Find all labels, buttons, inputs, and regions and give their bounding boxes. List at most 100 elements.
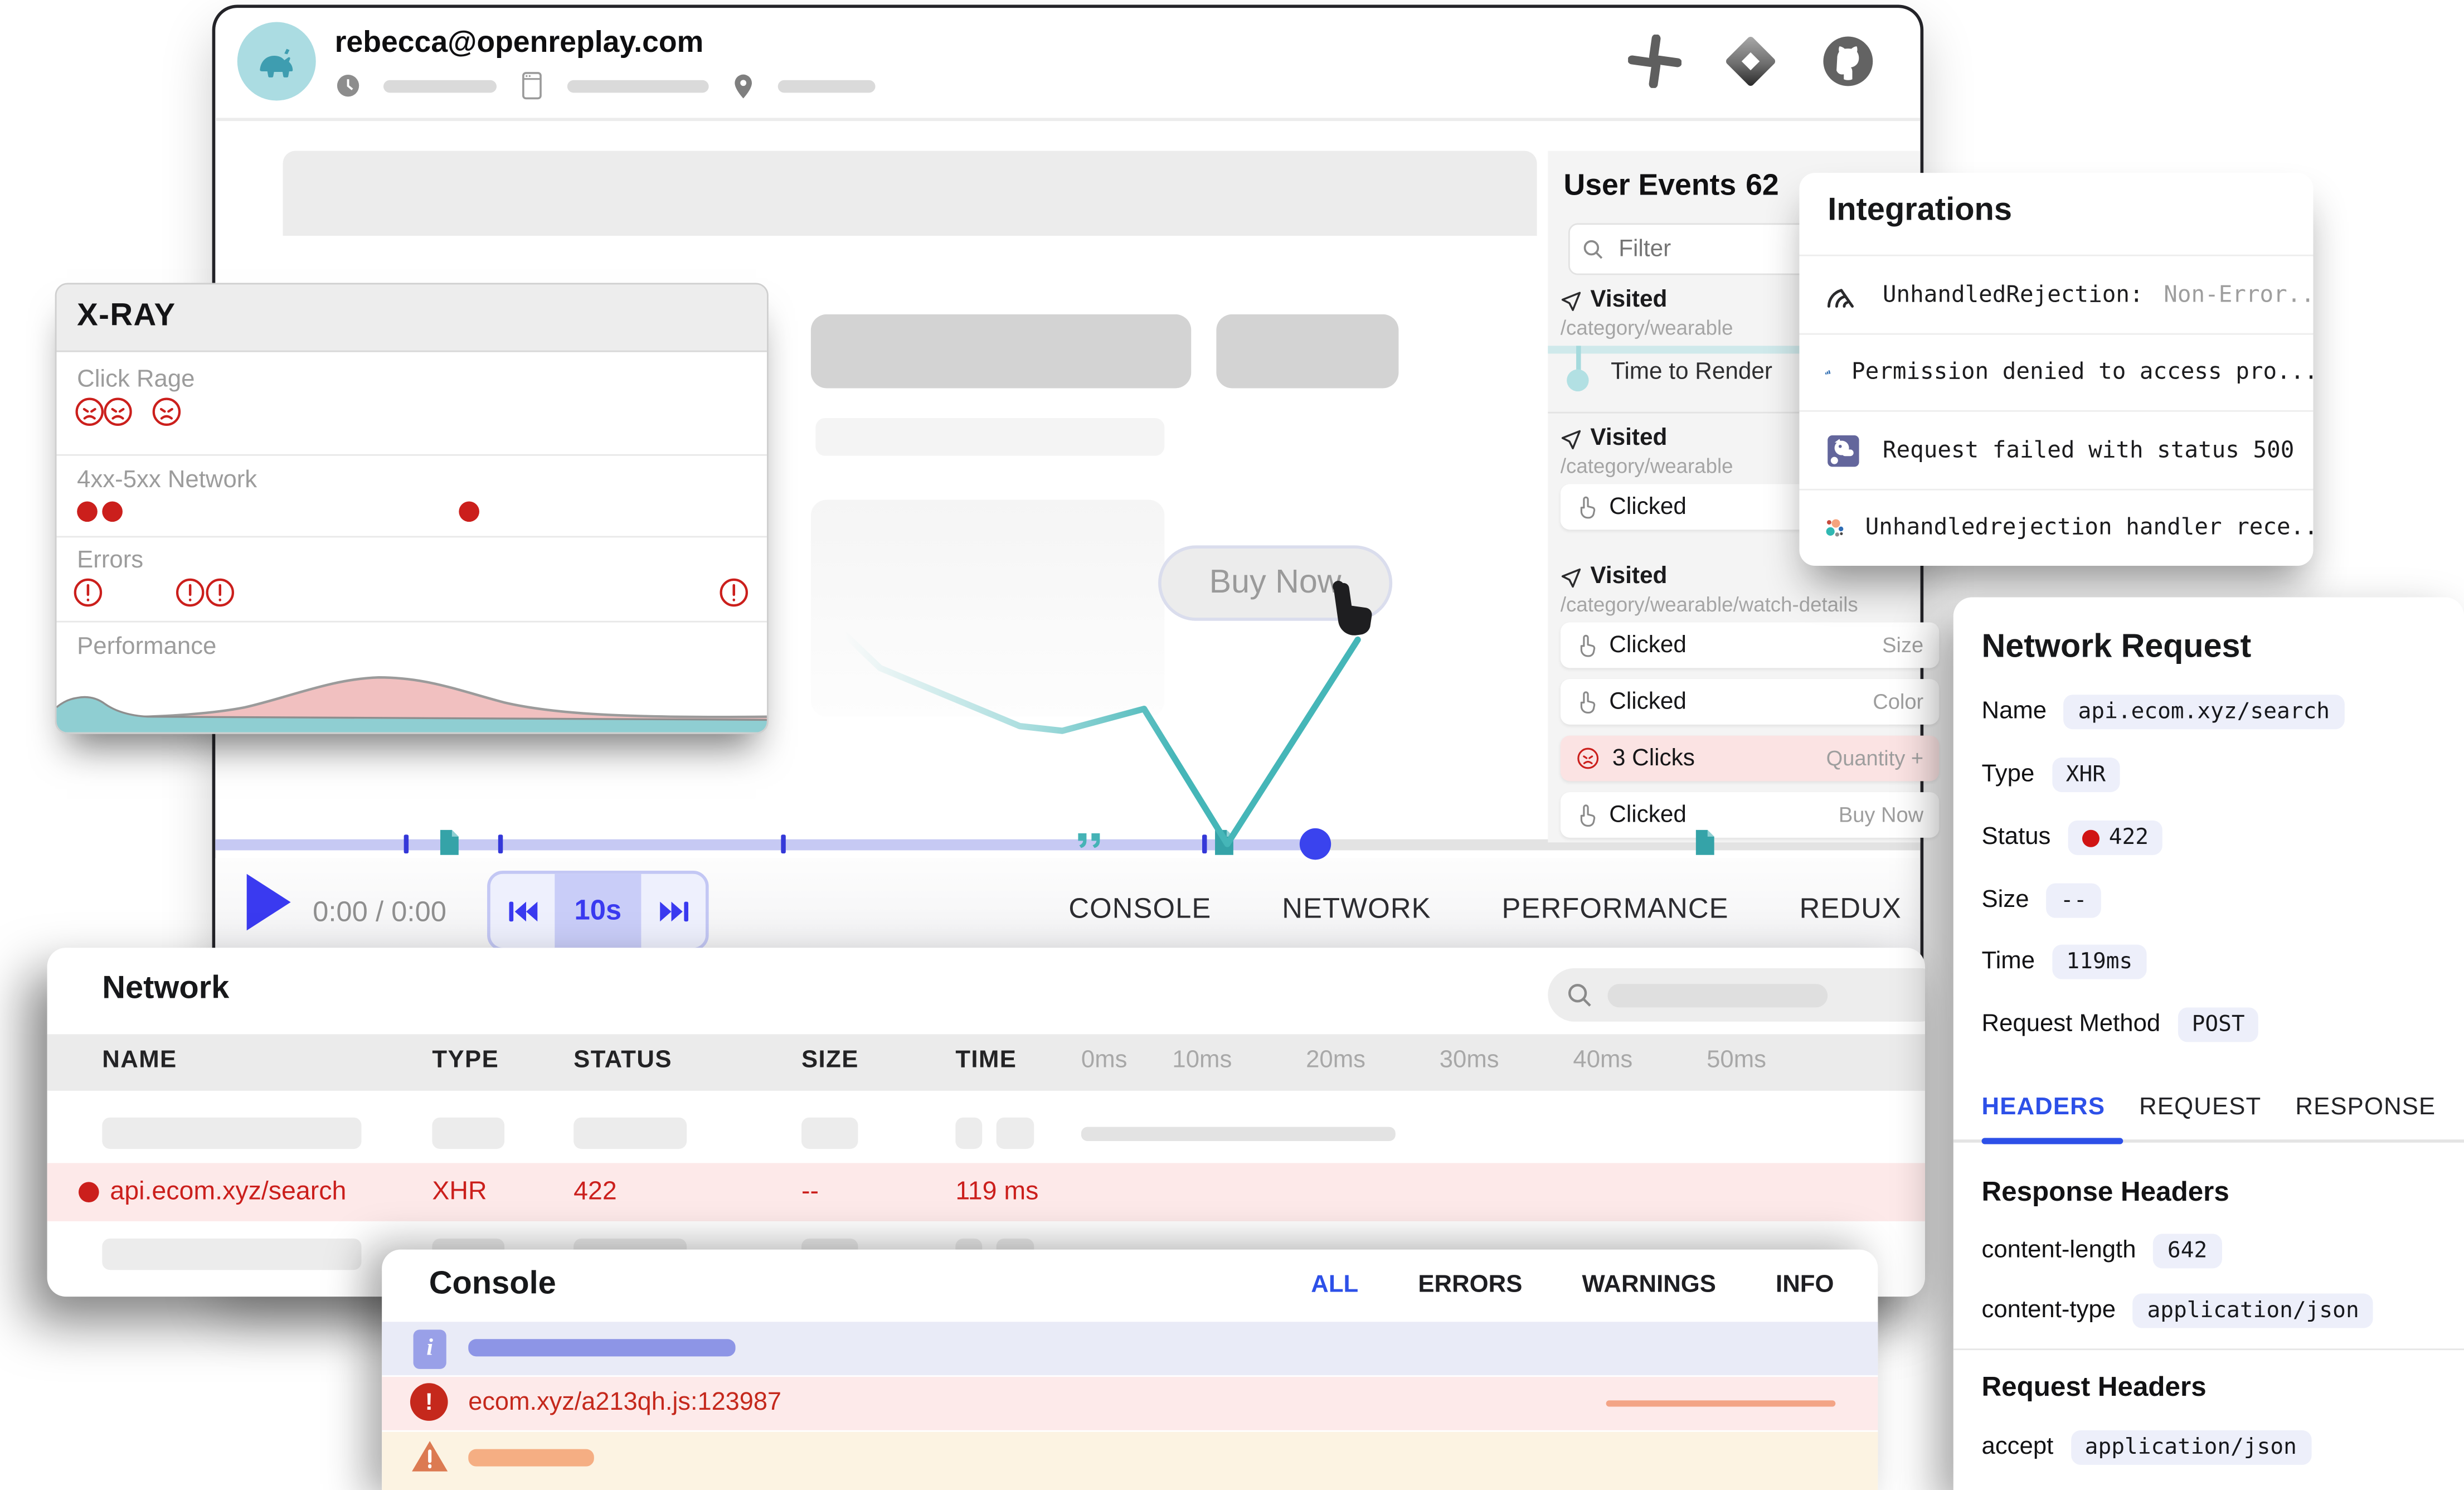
integration-row-sentry[interactable]: UnhandledRejection: Non-Error... bbox=[1799, 254, 2314, 333]
network-error-dot[interactable] bbox=[459, 501, 479, 522]
field-status: Status 422 bbox=[1982, 820, 2163, 855]
location-pin-icon bbox=[735, 74, 752, 98]
timeline-event-tick[interactable] bbox=[498, 834, 503, 854]
divider bbox=[56, 620, 767, 623]
error-icon[interactable] bbox=[718, 577, 750, 608]
tab-request[interactable]: REQUEST bbox=[2139, 1094, 2262, 1121]
timeline-document-marker[interactable] bbox=[439, 828, 460, 857]
request-headers-title: Request Headers bbox=[1981, 1370, 2207, 1402]
skip-back-button[interactable] bbox=[490, 874, 555, 948]
network-error-dot[interactable] bbox=[77, 501, 98, 522]
network-request-title: Network Request bbox=[1981, 628, 2252, 665]
skip-forward-button[interactable] bbox=[641, 874, 706, 948]
hand-click-icon bbox=[1580, 634, 1596, 657]
angry-face-icon bbox=[1577, 748, 1599, 769]
hand-click-icon bbox=[1580, 690, 1596, 713]
skeleton-bar bbox=[468, 1339, 736, 1357]
error-badge-icon: ! bbox=[410, 1383, 448, 1421]
elasticsearch-icon bbox=[1826, 519, 1844, 537]
divider bbox=[56, 536, 767, 538]
timeline-event-tick[interactable] bbox=[404, 834, 409, 854]
network-row-error[interactable]: api.ecom.xyz/search XHR 422 -- 119 ms bbox=[47, 1163, 1926, 1221]
play-button[interactable] bbox=[246, 873, 291, 931]
event-card-clicked[interactable]: Clicked Buy Now bbox=[1560, 792, 1940, 838]
timeline-quote-marker[interactable] bbox=[1076, 832, 1103, 852]
skeleton-line bbox=[815, 418, 1165, 456]
skeleton-bar bbox=[574, 1117, 687, 1149]
error-status-dot bbox=[78, 1182, 99, 1202]
time-to-render-dot bbox=[1567, 369, 1589, 392]
field-type: Type XHR bbox=[1982, 758, 2120, 793]
header-content-length: content-length 642 bbox=[1982, 1234, 2222, 1269]
active-tab-underline bbox=[1981, 1138, 2123, 1144]
skip-control: 10s bbox=[487, 871, 709, 951]
error-icon[interactable] bbox=[72, 577, 104, 608]
event-path: /category/wearable bbox=[1560, 316, 1733, 340]
session-meta-row bbox=[335, 71, 876, 101]
skeleton-bar bbox=[996, 1117, 1034, 1149]
request-status: 422 bbox=[574, 1177, 617, 1206]
slack-icon[interactable] bbox=[1628, 35, 1681, 88]
visited-nav-icon bbox=[1561, 430, 1581, 450]
timeline-track-played[interactable] bbox=[215, 839, 1314, 851]
skeleton-bar bbox=[102, 1238, 362, 1270]
error-icon[interactable] bbox=[205, 577, 236, 608]
col-size: SIZE bbox=[801, 1046, 859, 1074]
event-card-rage-clicks[interactable]: 3 Clicks Quantity + bbox=[1560, 735, 1940, 782]
avatar bbox=[237, 22, 316, 101]
network-row-skeleton[interactable] bbox=[47, 1106, 1925, 1160]
request-type: XHR bbox=[432, 1177, 487, 1206]
skeleton-bar bbox=[777, 79, 876, 92]
event-visited[interactable]: Visited bbox=[1590, 562, 1668, 590]
tab-all[interactable]: ALL bbox=[1311, 1271, 1359, 1298]
github-icon[interactable] bbox=[1820, 33, 1877, 90]
tab-redux[interactable]: REDUX bbox=[1799, 892, 1902, 924]
browser-window-icon bbox=[522, 72, 542, 100]
event-card-clicked[interactable]: Clicked Size bbox=[1560, 622, 1940, 668]
request-detail-tabs: HEADERS REQUEST RESPONSE bbox=[1982, 1094, 2436, 1122]
timeline-event-tick[interactable] bbox=[1202, 834, 1207, 854]
timeline-playhead[interactable] bbox=[1299, 828, 1331, 860]
error-icon[interactable] bbox=[174, 577, 206, 608]
buy-now-button[interactable]: Buy Now bbox=[1158, 545, 1393, 621]
col-status: STATUS bbox=[574, 1046, 672, 1074]
tab-info[interactable]: INFO bbox=[1776, 1271, 1834, 1298]
event-card-clicked[interactable]: Clicked Color bbox=[1560, 679, 1940, 725]
timeline-event-tick[interactable] bbox=[781, 834, 786, 854]
skip-interval-chip[interactable]: 10s bbox=[555, 873, 641, 948]
tick-10ms: 10ms bbox=[1172, 1046, 1232, 1074]
tab-warnings[interactable]: WARNINGS bbox=[1582, 1271, 1716, 1298]
console-warning-row[interactable] bbox=[382, 1431, 1878, 1490]
event-visited[interactable]: Visited bbox=[1590, 286, 1668, 313]
tab-console[interactable]: CONSOLE bbox=[1068, 892, 1212, 924]
tab-performance[interactable]: PERFORMANCE bbox=[1501, 892, 1729, 924]
console-title: Console bbox=[429, 1265, 556, 1302]
integrations-title: Integrations bbox=[1828, 191, 2013, 228]
tab-errors[interactable]: ERRORS bbox=[1418, 1271, 1523, 1298]
xray-title: X-RAY bbox=[77, 298, 176, 333]
integration-row-elasticsearch[interactable]: Unhandledrejection handler rece.. bbox=[1799, 488, 2314, 566]
tab-network[interactable]: NETWORK bbox=[1282, 892, 1431, 924]
angry-face-icon[interactable] bbox=[102, 396, 133, 428]
angry-face-icon[interactable] bbox=[151, 396, 182, 428]
time-to-render-connector bbox=[1576, 346, 1581, 376]
network-search-input[interactable] bbox=[1548, 968, 1926, 1022]
integration-row-datadog[interactable]: Request failed with status 500 bbox=[1799, 410, 2314, 489]
divider bbox=[1953, 1348, 2464, 1351]
network-error-dot[interactable] bbox=[102, 501, 123, 522]
datadog-icon bbox=[1828, 434, 1859, 467]
timeline-document-marker[interactable] bbox=[1694, 828, 1716, 857]
skip-back-icon bbox=[508, 901, 537, 921]
jira-icon[interactable] bbox=[1722, 33, 1779, 90]
angry-face-icon[interactable] bbox=[74, 396, 105, 428]
player-tab-bar: CONSOLE NETWORK PERFORMANCE REDUX bbox=[1068, 893, 1902, 926]
skeleton-block bbox=[810, 314, 1192, 389]
field-time: Time 119ms bbox=[1982, 944, 2147, 979]
tab-response[interactable]: RESPONSE bbox=[2295, 1094, 2436, 1121]
tab-headers[interactable]: HEADERS bbox=[1981, 1094, 2106, 1121]
col-time: TIME bbox=[955, 1046, 1017, 1074]
event-visited[interactable]: Visited bbox=[1590, 424, 1668, 452]
user-events-panel: User Events 62 Visited /category/wearabl… bbox=[1548, 151, 1940, 843]
integration-row-rollbar[interactable]: Permission denied to access pro... bbox=[1799, 332, 2314, 411]
stage-header-skeleton bbox=[283, 151, 1537, 236]
